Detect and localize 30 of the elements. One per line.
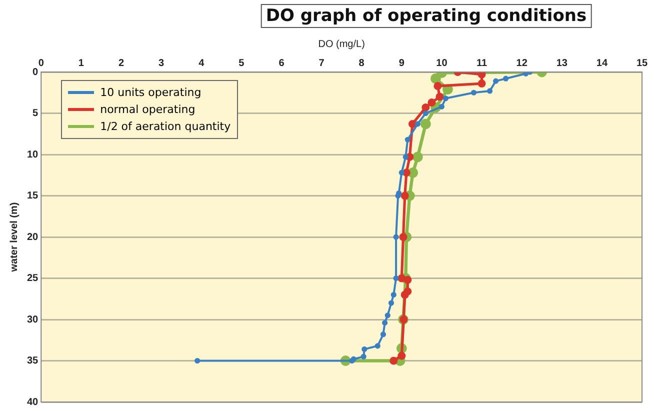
y-tick-label: 20 — [27, 232, 39, 243]
x-tick-label: 13 — [556, 58, 568, 69]
y-axis-title: water level (m) — [8, 202, 20, 273]
x-tick-label: 9 — [398, 58, 405, 69]
y-tick-label: 0 — [32, 66, 39, 78]
x-tick-label: 10 — [436, 58, 448, 69]
y-tick-label: 35 — [27, 356, 39, 366]
x-tick-label: 6 — [278, 58, 285, 69]
x-tick-label: 11 — [476, 58, 488, 69]
y-tick-label: 40 — [27, 396, 39, 408]
x-tick-label: 2 — [118, 58, 124, 69]
legend-label: 1/2 of aeration quantity — [100, 120, 231, 133]
x-tick-label: 1 — [78, 58, 84, 69]
y-tick-label: 5 — [32, 108, 39, 119]
y-tick-label: 10 — [27, 149, 39, 160]
x-tick-label: 15 — [636, 58, 648, 69]
legend-label: 10 units operating — [100, 86, 202, 99]
legend-label: normal operating — [100, 103, 196, 116]
x-tick-label: 8 — [358, 58, 365, 69]
x-tick-label: 5 — [238, 58, 245, 69]
y-tick-label: 25 — [27, 273, 39, 284]
x-axis-title: DO (mg/L) — [318, 38, 365, 50]
y-tick-label: 15 — [27, 190, 39, 202]
x-tick-label: 7 — [318, 58, 325, 69]
x-tick-label: 4 — [198, 58, 205, 69]
chart-title: DO graph of operating conditions — [260, 4, 592, 28]
x-tick-label: 12 — [516, 58, 528, 69]
y-tick-label: 30 — [27, 314, 39, 326]
x-tick-label: 3 — [158, 58, 165, 69]
x-tick-label: 14 — [596, 58, 608, 69]
